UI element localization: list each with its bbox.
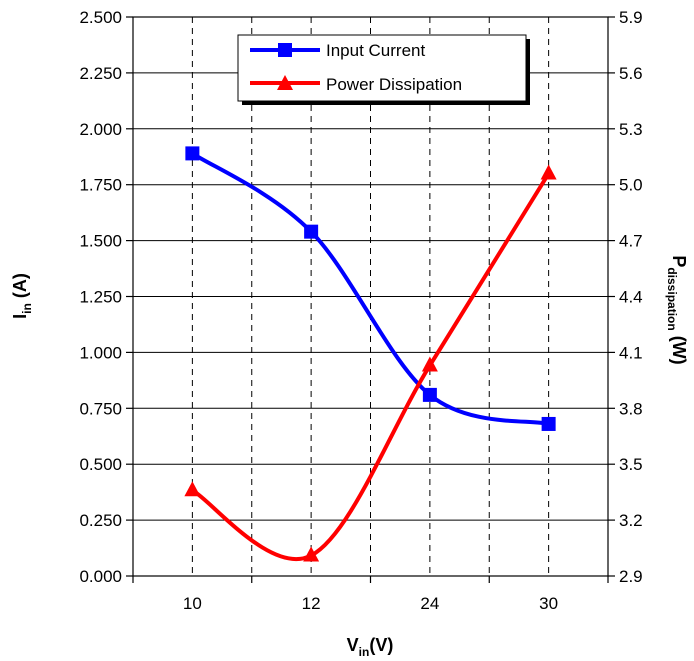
x-tick-label: 24 xyxy=(420,594,439,613)
y-left-tick-label: 2.500 xyxy=(79,8,122,27)
x-axis-title-suffix: (V) xyxy=(369,635,393,655)
x-axis-title-sub: in xyxy=(359,645,370,659)
y-right-tick-label: 5.0 xyxy=(619,176,643,195)
y-left-tick-label: 0.250 xyxy=(79,511,122,530)
y-left-tick-label: 0.750 xyxy=(79,399,122,418)
x-tick-label: 10 xyxy=(183,594,202,613)
y-axis-left-title-suffix: (A) xyxy=(10,273,30,303)
x-axis-title: Vin(V) xyxy=(347,635,394,659)
y-right-tick-label: 4.1 xyxy=(619,343,643,362)
y-left-tick-label: 1.000 xyxy=(79,343,122,362)
y-left-tick-label: 0.000 xyxy=(79,567,122,586)
y-right-tick-label: 5.6 xyxy=(619,64,643,83)
y-axis-right-title: Pdissipation (W) xyxy=(665,255,689,364)
y-axis-right-title-sub: dissipation xyxy=(665,267,679,330)
data-point-input-current xyxy=(423,388,437,402)
data-point-input-current xyxy=(542,417,556,431)
y-right-tick-label: 4.7 xyxy=(619,232,643,251)
y-left-tick-label: 2.250 xyxy=(79,64,122,83)
y-right-tick-label: 4.4 xyxy=(619,288,643,307)
x-tick-label: 30 xyxy=(539,594,558,613)
y-axis-right-title-suffix: (W) xyxy=(669,331,689,365)
data-point-power-dissipation xyxy=(541,165,557,180)
y-axis-left-title-sub: in xyxy=(20,303,34,314)
y-left-tick-label: 0.500 xyxy=(79,455,122,474)
y-right-tick-label: 5.9 xyxy=(619,8,643,27)
x-tick-label: 12 xyxy=(302,594,321,613)
y-left-tick-label: 1.750 xyxy=(79,176,122,195)
y-right-tick-label: 3.5 xyxy=(619,455,643,474)
y-axis-left-title: Iin (A) xyxy=(10,273,34,319)
legend-marker-input-current xyxy=(278,43,292,57)
legend-label-power-dissipation: Power Dissipation xyxy=(326,75,462,94)
y-left-tick-label: 1.250 xyxy=(79,288,122,307)
data-point-input-current xyxy=(185,146,199,160)
y-left-tick-label: 1.500 xyxy=(79,232,122,251)
y-right-tick-label: 3.2 xyxy=(619,511,643,530)
y-right-tick-label: 5.3 xyxy=(619,120,643,139)
y-right-tick-label: 2.9 xyxy=(619,567,643,586)
x-axis-title-main: V xyxy=(347,635,359,655)
legend: Input Current Power Dissipation xyxy=(238,35,530,105)
legend-label-input-current: Input Current xyxy=(326,41,425,60)
y-axis-right-title-main: P xyxy=(669,255,689,267)
data-point-input-current xyxy=(304,225,318,239)
data-point-power-dissipation xyxy=(184,481,200,496)
y-left-tick-label: 2.000 xyxy=(79,120,122,139)
y-right-tick-label: 3.8 xyxy=(619,399,643,418)
